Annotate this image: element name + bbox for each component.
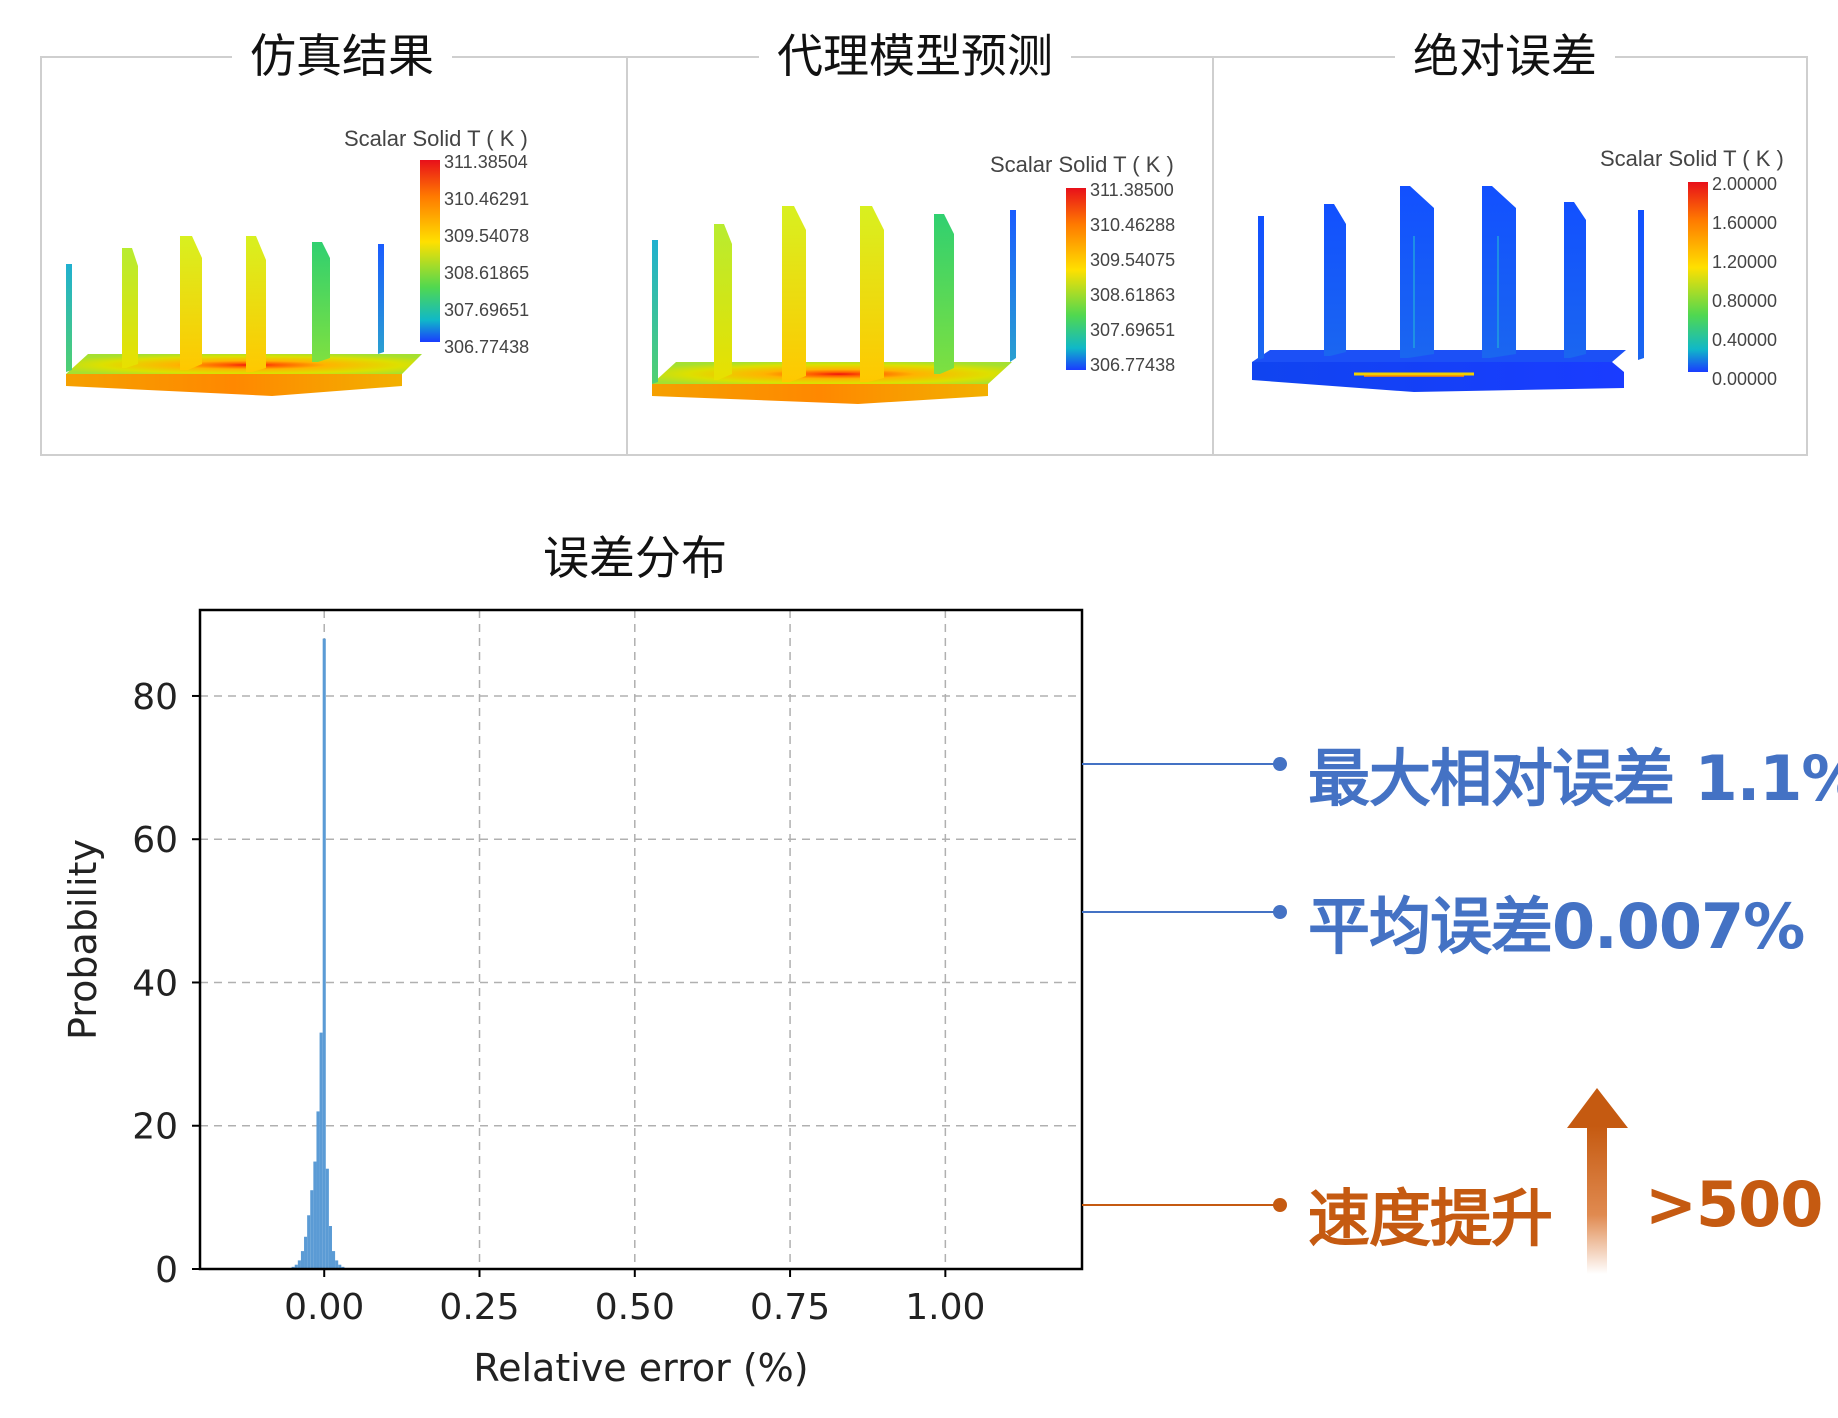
- x-tick-label: 0.25: [439, 1287, 519, 1328]
- y-tick-label: 0: [155, 1250, 178, 1291]
- histogram-bar: [328, 1226, 332, 1269]
- legend-tick: 1.60000: [1712, 213, 1778, 233]
- legend-tick: 307.69651: [444, 300, 530, 320]
- callout-mean-error: 平均误差0.007%: [1308, 890, 1805, 963]
- heatsink-render-simulation: [66, 236, 422, 396]
- legend-title: Scalar Solid T ( K ): [1600, 146, 1784, 171]
- panel-surrogate-prediction: Scalar Solid T ( K ) 311.38500 310.46288…: [626, 56, 1226, 456]
- histogram-bar: [335, 1260, 339, 1269]
- legend-tick: 311.38504: [444, 152, 528, 172]
- legend-tick: 309.54078: [444, 226, 530, 246]
- x-tick-label: 0.50: [595, 1287, 675, 1328]
- bullet-dot: [1273, 1198, 1287, 1212]
- y-tick-label: 20: [132, 1107, 178, 1148]
- panel-title-error: 绝对误差: [1395, 26, 1615, 86]
- histogram-bar: [316, 1111, 320, 1269]
- legend-tick: 2.00000: [1712, 174, 1778, 194]
- legend-tick: 1.20000: [1712, 252, 1778, 272]
- histogram-bar: [325, 1168, 329, 1269]
- y-tick-label: 80: [132, 677, 178, 718]
- histogram-bars: [291, 638, 345, 1269]
- histogram-bar: [304, 1236, 308, 1269]
- legend-tick: 308.61865: [444, 263, 530, 283]
- histogram-bar: [294, 1264, 298, 1269]
- callout-speedup: 速度提升: [1308, 1182, 1553, 1255]
- panel-simulation: Scalar Solid T ( K ) 311.38504 310.46291…: [40, 56, 640, 456]
- up-arrow-icon: [1567, 1088, 1628, 1274]
- histogram-bar: [322, 638, 326, 1269]
- histogram-bar: [310, 1190, 314, 1269]
- plot-frame: [198, 608, 1084, 1271]
- x-tick-label: 0.00: [284, 1287, 364, 1328]
- axis-ticks: 0.00 0.25 0.50 0.75 1.00 0 20 40 60 80: [132, 677, 985, 1328]
- histogram-bar: [313, 1161, 317, 1269]
- legend-tick: 0.00000: [1712, 369, 1778, 389]
- legend-colorbar: [1066, 188, 1086, 370]
- histogram-bar: [300, 1251, 305, 1269]
- panel-absolute-error: Scalar Solid T ( K ) 2.00000 1.60000 1.2…: [1212, 56, 1808, 456]
- error-histogram: 0.00 0.25 0.50 0.75 1.00 0 20 40 60 80 Relative e…: [61, 608, 1084, 1390]
- legend-tick: 310.46288: [1090, 215, 1176, 235]
- legend-title: Scalar Solid T ( K ): [990, 152, 1174, 177]
- x-tick-label: 0.75: [750, 1287, 830, 1328]
- histogram-bar: [331, 1251, 336, 1269]
- histogram-bar: [338, 1264, 342, 1269]
- y-axis-label: Probability: [61, 839, 105, 1040]
- histogram-bar: [319, 1032, 323, 1269]
- legend-tick: 310.46291: [444, 189, 530, 209]
- histogram-bar: [307, 1215, 311, 1269]
- legend-tick: 0.80000: [1712, 291, 1778, 311]
- legend-tick: 0.40000: [1712, 330, 1778, 350]
- legend-tick: 311.38500: [1090, 180, 1174, 200]
- legend-colorbar: [1688, 182, 1708, 372]
- legend-tick: 306.77438: [444, 337, 530, 357]
- legend-colorbar: [420, 160, 440, 342]
- heatsink-render-prediction: [652, 206, 1016, 404]
- histogram-bar: [297, 1260, 301, 1269]
- callout-max-relative-error: 最大相对误差 1.1%: [1308, 742, 1838, 815]
- bullet-dot: [1273, 757, 1287, 771]
- callout-speedup-value: >500: [1645, 1168, 1823, 1241]
- panel-title-simulation: 仿真结果: [232, 26, 452, 86]
- legend-tick: 309.54075: [1090, 250, 1176, 270]
- legend-tick: 307.69651: [1090, 320, 1176, 340]
- x-axis-label: Relative error (%): [473, 1346, 808, 1390]
- legend-tick: 308.61863: [1090, 285, 1176, 305]
- bullet-dot: [1273, 905, 1287, 919]
- x-tick-label: 1.00: [905, 1287, 985, 1328]
- y-tick-label: 40: [132, 963, 178, 1004]
- grid: [200, 610, 1082, 1269]
- panel-title-prediction: 代理模型预测: [759, 26, 1071, 86]
- legend-tick: 306.77438: [1090, 355, 1176, 375]
- heatsink-render-error: [1252, 186, 1644, 392]
- legend-title: Scalar Solid T ( K ): [344, 126, 528, 151]
- y-tick-label: 60: [132, 820, 178, 861]
- chart-title: 误差分布: [543, 531, 727, 585]
